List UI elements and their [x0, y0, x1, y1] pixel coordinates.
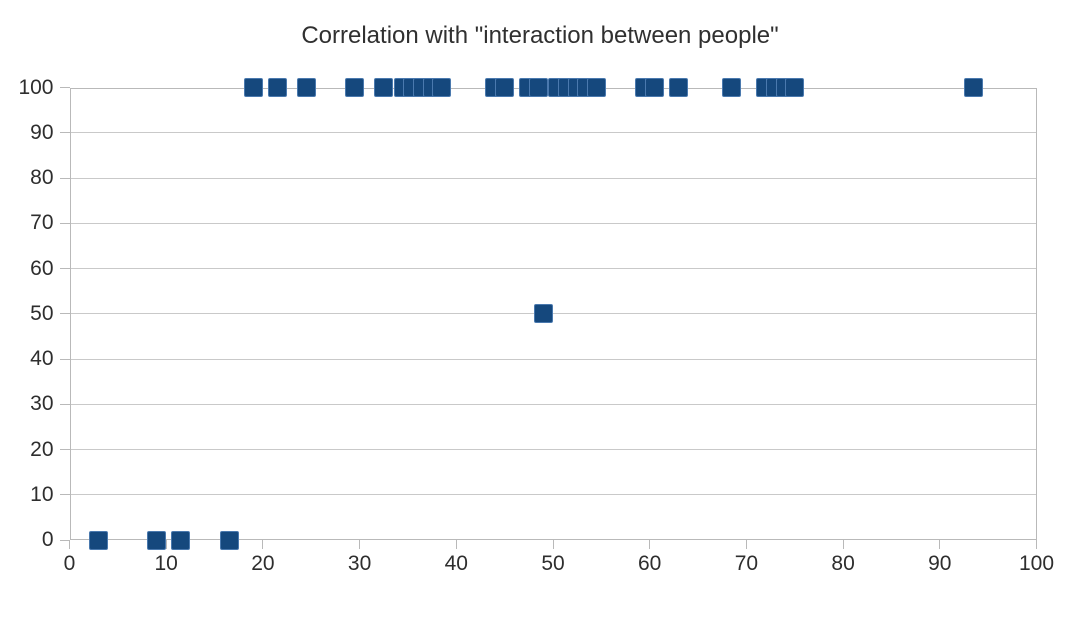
x-tick-label-90: 90	[928, 552, 952, 575]
data-point-marker	[964, 78, 984, 97]
data-point-marker	[722, 78, 742, 97]
y-tick-label-70: 70	[30, 211, 54, 235]
x-tick-mark-80	[842, 540, 844, 549]
chart-title: Correlation with "interaction between pe…	[301, 22, 779, 49]
y-tick-mark-30	[59, 403, 70, 405]
data-point-marker	[432, 78, 452, 97]
y-tick-mark-80	[59, 177, 70, 179]
x-tick-label-30: 30	[347, 552, 372, 575]
y-tick-label-30: 30	[30, 392, 54, 416]
y-tick-label-10: 10	[30, 482, 54, 506]
data-point-marker	[587, 78, 606, 97]
gridline-y-30	[69, 403, 1037, 405]
y-tick-label-0: 0	[41, 528, 54, 551]
data-point-marker	[243, 78, 263, 97]
data-point-marker	[147, 530, 167, 550]
y-tick-mark-90	[59, 132, 70, 134]
data-point-marker	[171, 530, 191, 550]
y-tick-label-100: 100	[18, 75, 54, 99]
data-point-marker	[219, 530, 239, 550]
data-point-marker	[345, 78, 365, 97]
x-tick-label-60: 60	[638, 552, 662, 575]
gridline-y-50	[69, 313, 1037, 315]
data-point-marker	[669, 78, 689, 97]
gridline-y-70	[69, 222, 1037, 224]
data-point-marker	[89, 530, 108, 550]
x-tick-mark-40	[455, 540, 457, 549]
data-point-marker	[533, 304, 553, 324]
y-tick-mark-100	[59, 87, 70, 88]
gridline-y-10	[69, 494, 1037, 496]
x-tick-mark-10	[165, 540, 167, 549]
x-tick-label-10: 10	[154, 552, 178, 575]
gridline-y-90	[69, 132, 1037, 134]
x-tick-mark-20	[262, 540, 264, 549]
y-tick-label-80: 80	[30, 166, 54, 189]
gridline-y-20	[69, 449, 1037, 450]
gridline-y-60	[69, 268, 1037, 269]
data-point-marker	[296, 78, 316, 97]
y-tick-mark-50	[59, 313, 70, 315]
y-tick-label-40: 40	[30, 347, 54, 370]
x-tick-mark-70	[745, 540, 747, 549]
data-point-marker	[495, 78, 515, 97]
x-tick-label-70: 70	[734, 552, 759, 575]
x-tick-mark-50	[552, 540, 554, 549]
y-tick-label-50: 50	[30, 301, 54, 325]
y-tick-mark-70	[59, 222, 70, 224]
data-point-marker	[785, 78, 805, 97]
x-tick-label-20: 20	[251, 552, 275, 575]
y-tick-label-20: 20	[30, 437, 54, 461]
y-tick-mark-60	[59, 268, 70, 269]
y-tick-label-90: 90	[30, 120, 54, 144]
x-tick-label-80: 80	[831, 552, 855, 575]
data-point-marker	[528, 78, 548, 97]
x-tick-mark-100	[1036, 540, 1037, 549]
y-tick-mark-0	[59, 539, 70, 541]
x-tick-label-100: 100	[1018, 552, 1055, 575]
y-tick-label-60: 60	[30, 256, 54, 280]
x-tick-label-50: 50	[541, 552, 565, 575]
data-point-marker	[645, 78, 665, 97]
x-tick-label-40: 40	[444, 552, 468, 575]
x-tick-mark-30	[359, 540, 361, 549]
y-tick-mark-20	[59, 449, 70, 450]
gridline-y-80	[69, 177, 1037, 179]
y-tick-mark-40	[59, 358, 70, 360]
x-tick-mark-60	[649, 540, 651, 549]
x-tick-mark-90	[939, 540, 941, 549]
plot-border	[69, 87, 1037, 540]
data-point-marker	[374, 78, 394, 97]
x-tick-label-0: 0	[63, 552, 76, 575]
x-tick-mark-0	[69, 540, 70, 549]
gridline-y-40	[69, 358, 1037, 360]
y-tick-mark-10	[59, 494, 70, 496]
data-point-marker	[267, 78, 287, 97]
